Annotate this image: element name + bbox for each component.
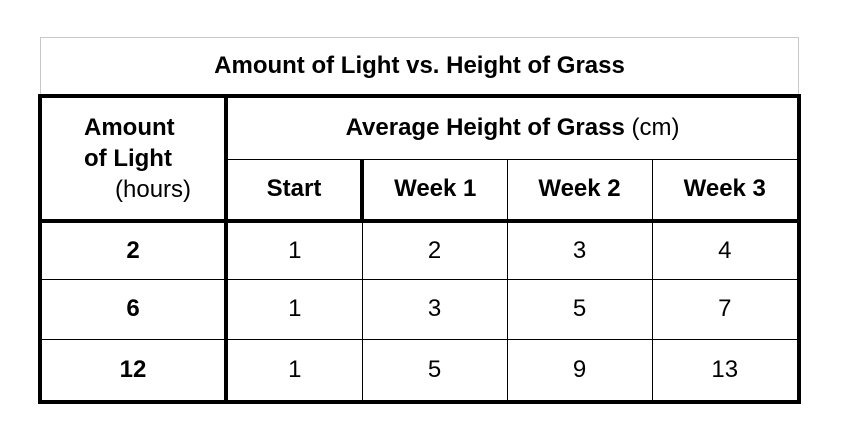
table-cell: 7 (651, 278, 798, 339)
table-cell: 1 (225, 278, 362, 339)
table-title: Amount of Light vs. Height of Grass (40, 37, 799, 94)
data-table-frame: Amount of Light (hours) Average Height o… (38, 94, 801, 404)
table-cell: 3 (361, 278, 507, 339)
header-light-line2: of Light (84, 145, 172, 172)
table-cell: 3 (506, 220, 652, 279)
table-row: 6 1 3 5 7 (42, 278, 798, 339)
row-light-value: 6 (42, 278, 228, 339)
table-cell: 2 (361, 220, 507, 279)
table-cell: 13 (651, 338, 798, 400)
header-light-line1: Amount (84, 114, 175, 141)
table-cell: 1 (225, 338, 362, 400)
table-cell: 9 (506, 338, 652, 400)
column-header: Week 2 (506, 158, 652, 223)
header-height-unit: (cm) (631, 114, 680, 142)
column-header: Week 1 (361, 158, 507, 223)
table-row: 12 1 5 9 13 (42, 338, 798, 400)
header-light-unit: (hours) (115, 176, 192, 203)
column-header: Start (226, 158, 364, 223)
title-text: Amount of Light vs. Height of Grass (214, 52, 625, 79)
table-cell: 5 (506, 278, 652, 339)
header-average-height: Average Height of Grass (cm) (225, 98, 798, 159)
table-cell: 5 (361, 338, 507, 400)
header-amount-of-light: Amount of Light (hours) (42, 98, 228, 223)
data-table: Amount of Light (hours) Average Height o… (42, 98, 798, 400)
column-header: Week 3 (651, 158, 798, 223)
row-light-value: 12 (42, 338, 228, 400)
table-cell: 1 (225, 220, 362, 279)
row-light-value: 2 (42, 220, 228, 279)
header-row-top: Amount of Light (hours) Average Height o… (42, 98, 798, 223)
table-cell: 4 (651, 220, 798, 279)
header-height-label: Average Height of Grass (345, 114, 625, 142)
table-row: 2 1 2 3 4 (42, 220, 798, 279)
header-row-columns: Start Week 1 Week 2 Week 3 (42, 158, 798, 223)
